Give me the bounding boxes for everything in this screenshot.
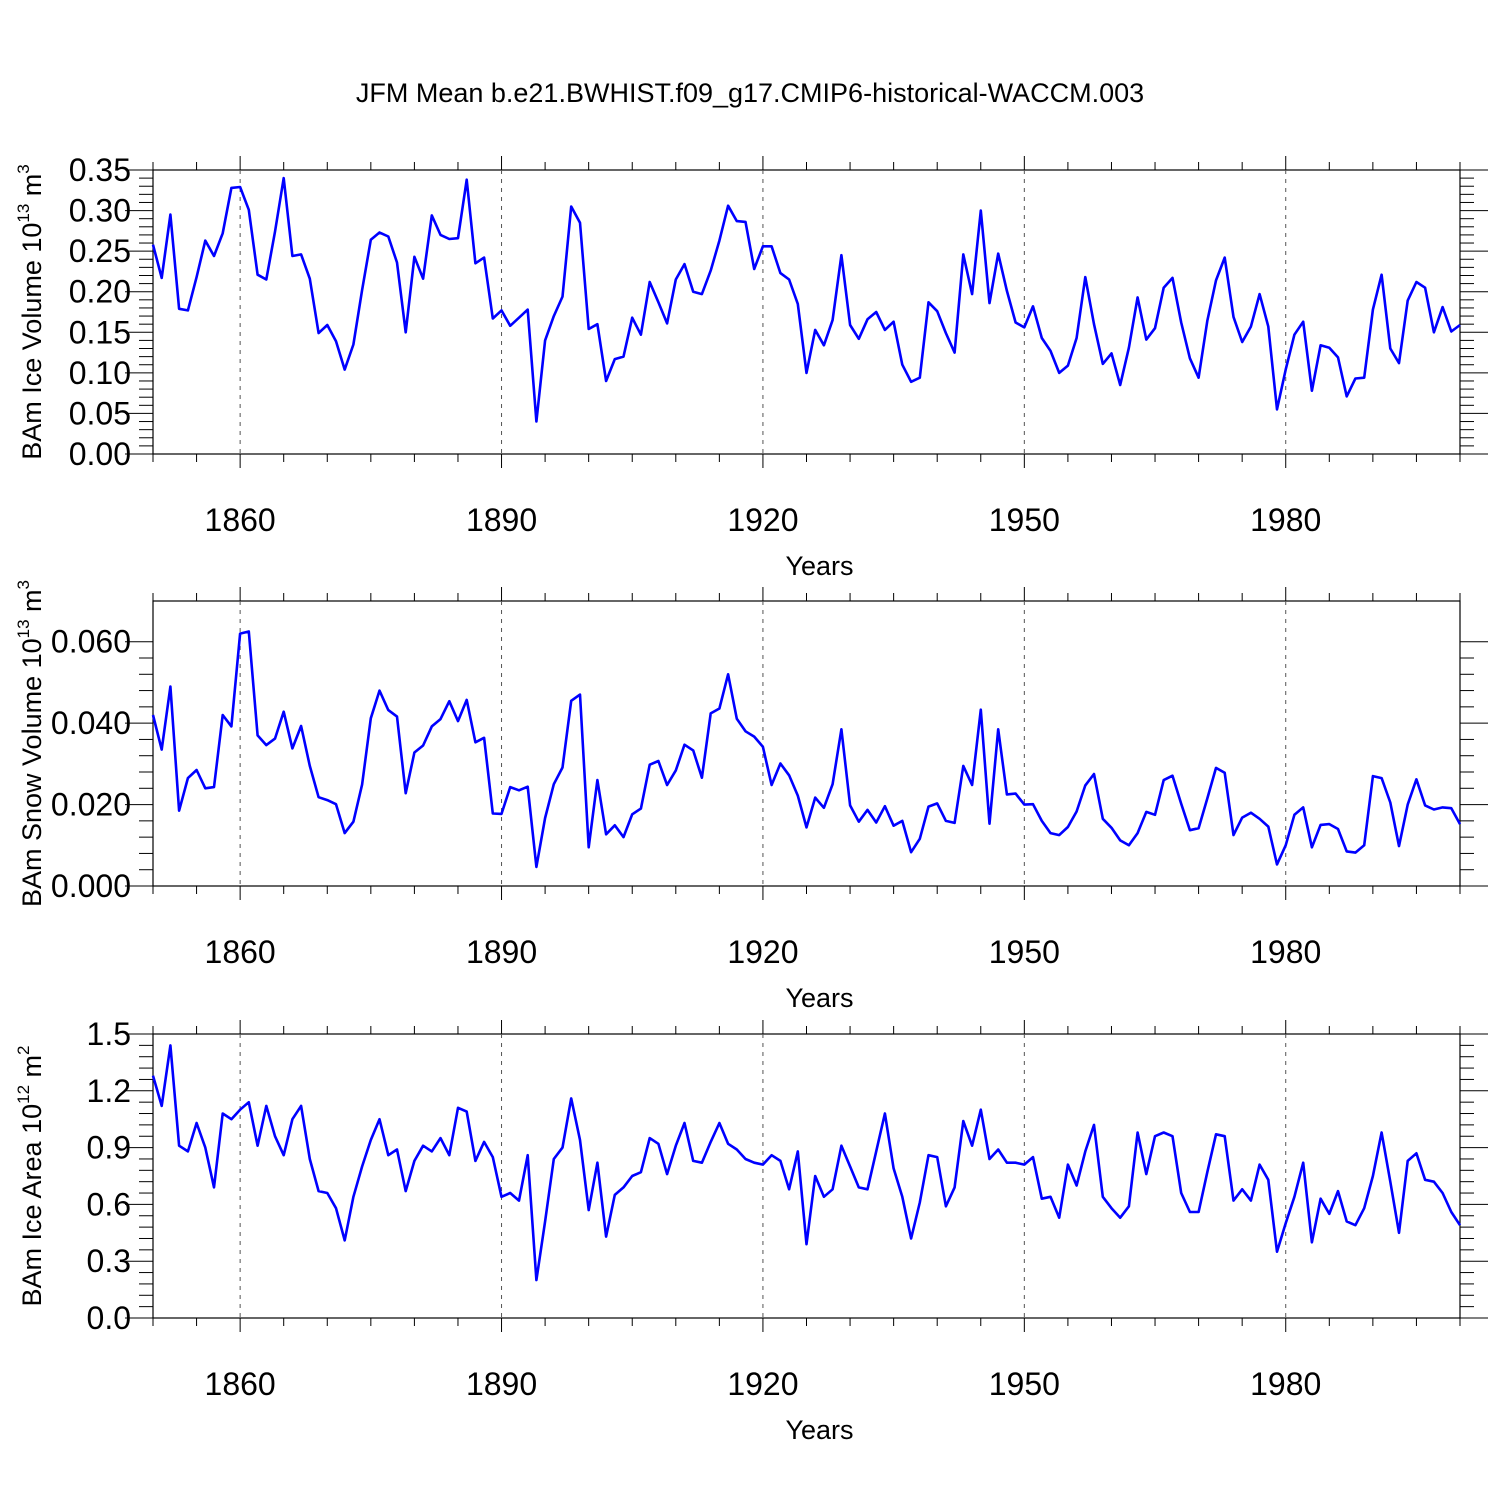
y-tick-label: 0.20 bbox=[69, 274, 131, 310]
page-title: JFM Mean b.e21.BWHIST.f09_g17.CMIP6-hist… bbox=[355, 78, 1145, 108]
y-tick-label: 1.2 bbox=[87, 1073, 131, 1109]
y-axis-title-main: BAm Ice Area 10 bbox=[17, 1104, 47, 1307]
x-tick-label: 1950 bbox=[989, 502, 1060, 538]
snow-volume-chart: 1860 1890 1920 1950 1980 Years 0.000 0.020 0.040… bbox=[14, 580, 1488, 1013]
y-axis-title-unit: m bbox=[17, 1055, 47, 1085]
y-tick-label: 0.30 bbox=[69, 193, 131, 229]
x-tick-label: 1860 bbox=[205, 934, 276, 970]
series-line bbox=[151, 1044, 1462, 1282]
x-tick-label: 1920 bbox=[727, 502, 798, 538]
y-tick-label: 0.35 bbox=[69, 152, 131, 188]
y-tick-label: 0.9 bbox=[87, 1130, 131, 1166]
y-axis-title-exp: 13 bbox=[14, 204, 33, 223]
y-axis-title: BAm Snow Volume 1013 m3 bbox=[14, 580, 47, 907]
x-axis-title: Years bbox=[785, 551, 853, 581]
y-tick-label: 0.15 bbox=[69, 314, 131, 350]
series-line bbox=[151, 176, 1461, 423]
y-tick-label: 0.020 bbox=[51, 787, 131, 823]
x-tick-label: 1980 bbox=[1250, 934, 1321, 970]
x-tick-label: 1890 bbox=[466, 1366, 537, 1402]
y-tick-label: 0.6 bbox=[87, 1186, 131, 1222]
plot-frame bbox=[152, 600, 1461, 887]
y-axis-title-main: BAm Ice Volume 10 bbox=[17, 223, 47, 460]
y-axis-title-main: BAm Snow Volume 10 bbox=[17, 638, 47, 907]
y-axis-title: BAm Ice Area 1012 m2 bbox=[14, 1046, 47, 1307]
y-tick-label: 0.0 bbox=[87, 1300, 131, 1336]
x-tick-label: 1890 bbox=[466, 502, 537, 538]
y-axis-title-unit-exp: 3 bbox=[14, 580, 33, 589]
x-tick-label: 1920 bbox=[727, 934, 798, 970]
x-axis-title: Years bbox=[785, 983, 853, 1013]
x-axis-title: Years bbox=[785, 1415, 853, 1445]
y-tick-label: 0.05 bbox=[69, 395, 131, 431]
plot-frame bbox=[152, 1033, 1461, 1319]
y-axis-title-unit-exp: 2 bbox=[14, 1046, 33, 1055]
y-tick-label: 0.10 bbox=[69, 355, 131, 391]
x-tick-label: 1860 bbox=[205, 1366, 276, 1402]
x-tick-label: 1980 bbox=[1250, 1366, 1321, 1402]
y-tick-label: 0.25 bbox=[69, 233, 131, 269]
y-tick-label: 0.060 bbox=[51, 624, 131, 660]
y-axis-title-unit-exp: 3 bbox=[14, 164, 33, 173]
x-tick-label: 1980 bbox=[1250, 502, 1321, 538]
y-axis-title-unit: m bbox=[17, 174, 47, 204]
y-axis-title: BAm Ice Volume 1013 m3 bbox=[14, 164, 47, 460]
x-tick-label: 1860 bbox=[205, 502, 276, 538]
y-tick-label: 0.000 bbox=[51, 868, 131, 904]
y-axis-title-exp: 12 bbox=[14, 1085, 33, 1104]
y-axis-title-exp: 13 bbox=[14, 619, 33, 638]
x-tick-label: 1950 bbox=[989, 934, 1060, 970]
y-tick-label: 0.040 bbox=[51, 705, 131, 741]
ice-volume-chart: 1860 1890 1920 1950 1980 Years 0.00 0.05 0.10 0.1… bbox=[14, 152, 1488, 581]
y-tick-label: 1.5 bbox=[87, 1016, 131, 1052]
y-tick-label: 0.00 bbox=[69, 436, 131, 472]
y-axis-title-unit: m bbox=[17, 589, 47, 619]
y-tick-label: 0.3 bbox=[87, 1243, 131, 1279]
x-tick-label: 1950 bbox=[989, 1366, 1060, 1402]
x-tick-label: 1890 bbox=[466, 934, 537, 970]
x-tick-label: 1920 bbox=[727, 1366, 798, 1402]
series-line bbox=[151, 630, 1462, 869]
ice-area-chart: 1860 1890 1920 1950 1980 Years 0.0 0.3 0.6 0.9 1.2… bbox=[14, 1016, 1488, 1445]
